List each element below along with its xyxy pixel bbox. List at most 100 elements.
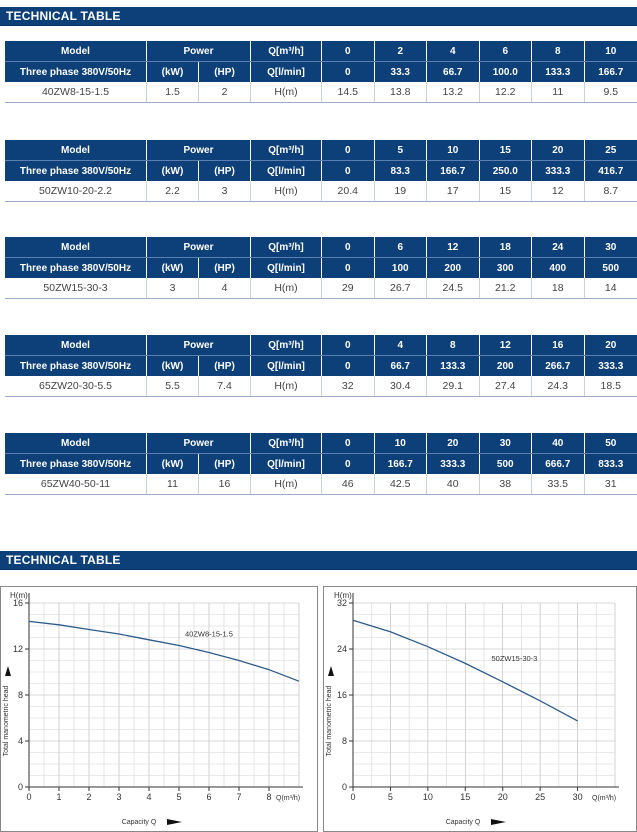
- y-tick-label: 4: [18, 736, 23, 746]
- y-tick-label: 16: [13, 598, 23, 608]
- table-header-row: Model Power Q[m³/h] 0 4 8 12 16 20: [5, 335, 637, 355]
- flow-m3h-value: 0: [322, 237, 375, 257]
- table-header-row: Three phase 380V/50Hz (kW) (HP) Q[l/min] 0 83…: [5, 160, 637, 181]
- table-header-row: Model Power Q[m³/h] 0 10 20 30 40 50: [5, 433, 637, 453]
- power-hp: 16: [199, 474, 251, 494]
- flow-m3h-value: 24: [532, 237, 585, 257]
- power-hp: 4: [199, 278, 251, 298]
- head-value: 42.5: [375, 474, 427, 494]
- table-row: 50ZW15-30-3 3 4 H(m) 29 26.7 24.5 21.2 18 14: [5, 278, 637, 299]
- x-axis-unit: Q(m³/h): [592, 795, 616, 802]
- flow-lmin-value: 400: [532, 258, 585, 278]
- head-value: 27.4: [480, 376, 532, 396]
- supply-header: Three phase 380V/50Hz: [5, 356, 147, 376]
- x-tick-label: 0: [350, 792, 355, 802]
- hp-header: (HP): [199, 62, 251, 82]
- head-label: H(m): [251, 181, 322, 201]
- flow-lmin-value: 133.3: [532, 62, 585, 82]
- flow-lmin-value: 300: [480, 258, 532, 278]
- x-tick-label: 4: [146, 792, 151, 802]
- series-label: 50ZW15-30-3: [491, 654, 537, 663]
- section-banner-top: TECHNICAL TABLE: [0, 7, 637, 26]
- flow-lmin-value: 166.7: [427, 161, 480, 181]
- flow-lmin-value: 416.7: [598, 165, 624, 177]
- y-tick-label: 8: [342, 736, 347, 746]
- head-value: 11: [532, 82, 585, 102]
- head-value: 12: [532, 181, 585, 201]
- flow-m3h-header: Q[m³/h]: [251, 237, 322, 257]
- flow-lmin-value: 0: [322, 258, 375, 278]
- y-axis-arrow-icon: [328, 666, 334, 676]
- flow-m3h-value: 30: [605, 241, 617, 253]
- power-header: Power: [147, 433, 251, 453]
- supply-header: Three phase 380V/50Hz: [5, 161, 147, 181]
- flow-lmin-header: Q[l/min]: [251, 161, 322, 181]
- head-label: H(m): [251, 376, 322, 396]
- x-axis-label: Capacity Q: [122, 819, 157, 826]
- performance-curve: [28, 620, 300, 682]
- flow-m3h-value: 12: [427, 237, 480, 257]
- x-axis-arrow-icon: [491, 819, 506, 825]
- y-tick-label: 16: [337, 690, 347, 700]
- power-kw: 3: [147, 278, 199, 298]
- kw-header: (kW): [147, 161, 199, 181]
- head-value: 32: [322, 376, 375, 396]
- hp-header: (HP): [199, 454, 251, 474]
- x-tick-label: 20: [498, 792, 508, 802]
- table-header-row: Model Power Q[m³/h] 0 5 10 15 20 25: [5, 140, 637, 160]
- performance-curve: [352, 619, 578, 722]
- chart-frame: [323, 586, 637, 832]
- kw-header: (kW): [147, 258, 199, 278]
- power-kw: 5.5: [147, 376, 199, 396]
- power-hp: 7.4: [199, 376, 251, 396]
- x-tick-label: 30: [573, 792, 583, 802]
- head-value: 24.3: [532, 376, 585, 396]
- head-value: 9.5: [603, 86, 619, 98]
- table-row: 40ZW8-15-1.5 1.5 2 H(m) 14.5 13.8 13.2 12.2 11 9.…: [5, 82, 637, 103]
- table-header-row: Model Power Q[m³/h] 0 6 12 18 24 30: [5, 237, 637, 257]
- pump-table: Model Power Q[m³/h] 0 4 8 12 16 20 Three phase 38…: [5, 335, 637, 397]
- power-header: Power: [147, 41, 251, 61]
- y-axis-label: Total manometric head: [3, 685, 10, 756]
- pump-table: Model Power Q[m³/h] 0 10 20 30 40 50 Three phase …: [5, 433, 637, 495]
- flow-lmin-value: 500: [480, 454, 532, 474]
- flow-m3h-header: Q[m³/h]: [251, 41, 322, 61]
- power-header: Power: [147, 335, 251, 355]
- head-value: 20.4: [322, 181, 375, 201]
- head-value: 18.5: [600, 380, 621, 392]
- flow-lmin-header: Q[l/min]: [251, 258, 322, 278]
- model-header: Model: [5, 140, 147, 160]
- flow-m3h-value: 18: [480, 237, 532, 257]
- flow-m3h-value: 0: [322, 335, 375, 355]
- head-value: 17: [427, 181, 480, 201]
- flow-m3h-value: 30: [480, 433, 532, 453]
- model-name: 50ZW15-30-3: [5, 278, 147, 298]
- x-tick-label: 5: [388, 792, 393, 802]
- x-tick-label: 15: [460, 792, 470, 802]
- flow-m3h-value: 6: [375, 237, 427, 257]
- flow-m3h-value: 20: [532, 140, 585, 160]
- model-name: 65ZW20-30-5.5: [5, 376, 147, 396]
- x-axis-unit: Q(m³/h): [276, 795, 300, 802]
- flow-m3h-value: 10: [427, 140, 480, 160]
- performance-chart-2: 0 8 16 24 32 0 5 10 15 20 25 30 H(m) Q(m³/h) Total man…: [323, 586, 637, 832]
- head-value: 30.4: [375, 376, 427, 396]
- flow-m3h-value: 8: [427, 335, 480, 355]
- supply-header: Three phase 380V/50Hz: [5, 62, 147, 82]
- flow-lmin-value: 833.3: [598, 458, 624, 470]
- flow-m3h-value: 8: [532, 41, 585, 61]
- x-tick-label: 5: [176, 792, 181, 802]
- flow-lmin-value: 100: [375, 258, 427, 278]
- head-value: 8.7: [603, 185, 619, 197]
- flow-m3h-value: 10: [375, 433, 427, 453]
- hp-header: (HP): [199, 356, 251, 376]
- y-tick-label: 0: [342, 782, 347, 792]
- flow-m3h-value: 15: [480, 140, 532, 160]
- flow-m3h-value: 12: [480, 335, 532, 355]
- head-value: 24.5: [427, 278, 480, 298]
- pump-table: Model Power Q[m³/h] 0 6 12 18 24 30 Three phase 3…: [5, 237, 637, 299]
- flow-lmin-value: 133.3: [427, 356, 480, 376]
- hp-header: (HP): [199, 161, 251, 181]
- head-value: 29: [322, 278, 375, 298]
- section-banner-bottom: TECHNICAL TABLE: [0, 551, 637, 570]
